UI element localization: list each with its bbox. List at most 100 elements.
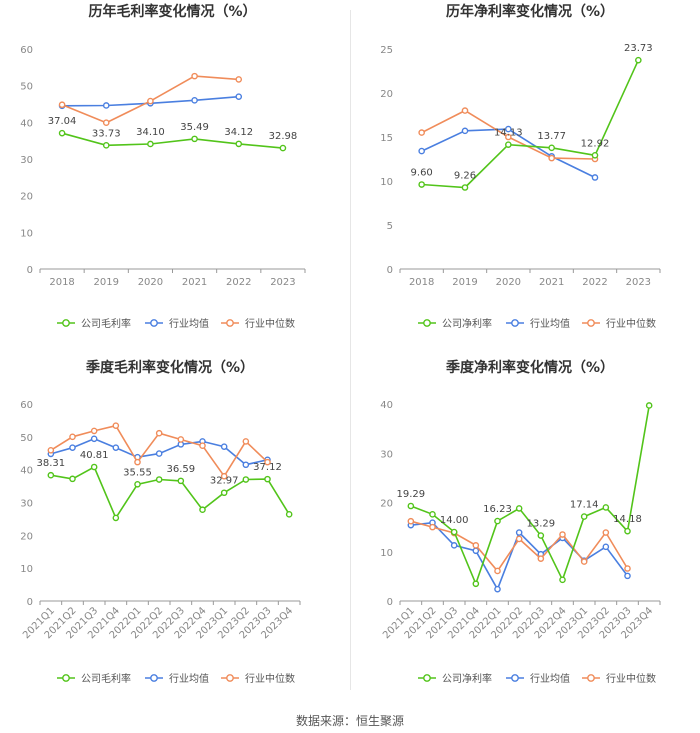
data-point (191, 135, 198, 143)
data-point (450, 542, 458, 549)
data-point (47, 446, 55, 454)
data-label: 16.23 (483, 504, 512, 515)
data-point (155, 476, 163, 483)
series-line (410, 520, 629, 573)
data-point (285, 511, 293, 518)
data-label: 14.13 (494, 128, 523, 139)
y-tick-label: 5 (387, 221, 393, 232)
data-point (134, 480, 141, 488)
data-point (220, 443, 228, 450)
x-tick-label: 2019 (94, 277, 119, 288)
legend-swatch-marker (511, 674, 519, 682)
y-tick-label: 60 (20, 400, 33, 411)
data-point (279, 144, 287, 152)
data-point (472, 547, 480, 555)
y-tick-label: 20 (20, 531, 33, 542)
data-point (112, 444, 120, 451)
y-tick-label: 10 (20, 564, 33, 575)
y-tick-label: 20 (380, 89, 393, 100)
data-point (645, 402, 653, 409)
legend-label: 公司净利率 (442, 317, 492, 330)
x-tick-label: 2020 (138, 277, 163, 288)
legend-label: 行业中位数 (606, 672, 656, 685)
data-point (450, 528, 458, 536)
data-point (112, 422, 120, 429)
data-point (505, 141, 512, 148)
data-point (58, 101, 66, 109)
data-label: 37.04 (48, 116, 77, 127)
legend-swatch-marker (587, 674, 595, 682)
series-line (61, 132, 283, 149)
data-point (559, 576, 566, 584)
data-point (494, 567, 501, 575)
data-label: 17.14 (570, 500, 599, 511)
data-point (537, 555, 545, 562)
data-point (102, 102, 110, 109)
y-tick-label: 40 (20, 118, 33, 129)
data-point (407, 517, 415, 525)
data-label: 12.92 (581, 138, 610, 149)
y-tick-label: 30 (20, 499, 33, 510)
data-point (461, 107, 469, 114)
data-label: 35.55 (123, 467, 152, 478)
data-point (418, 147, 425, 155)
legend-label: 行业均值 (530, 672, 570, 685)
data-point (47, 471, 55, 479)
series-line (421, 59, 640, 189)
y-tick-label: 0 (387, 597, 393, 608)
data-point (580, 513, 588, 520)
legend-swatch-marker (62, 674, 70, 682)
y-tick-label: 0 (27, 265, 33, 276)
x-tick-label: 2023 (626, 277, 651, 288)
x-tick-label: 2022 (226, 277, 251, 288)
x-tick-label: 2019 (452, 277, 477, 288)
data-point (147, 140, 154, 148)
legend-label: 公司净利率 (442, 672, 492, 685)
data-point (90, 427, 98, 435)
y-tick-label: 40 (380, 400, 393, 411)
vertical-divider (350, 10, 351, 690)
data-point (264, 458, 271, 466)
data-point (235, 140, 243, 148)
data-point (112, 514, 120, 522)
data-point (591, 152, 599, 159)
data-point (515, 535, 523, 543)
data-point (494, 517, 501, 525)
legend-swatch-marker (226, 319, 234, 327)
data-point (429, 523, 436, 531)
data-point (242, 476, 250, 483)
data-point (90, 463, 98, 471)
legend-swatch-marker (423, 319, 431, 327)
data-point (429, 511, 436, 518)
data-point (199, 442, 206, 449)
data-label: 36.59 (167, 464, 196, 475)
data-point (177, 477, 185, 485)
chart-title: 历年净利率变化情况（%） (446, 3, 614, 20)
legend-label: 公司毛利率 (81, 672, 131, 685)
data-point (102, 119, 110, 126)
y-tick-label: 0 (387, 265, 393, 276)
x-tick-label: 2023 (270, 277, 295, 288)
data-point (515, 529, 523, 536)
data-point (602, 504, 610, 511)
data-label: 14.00 (440, 515, 469, 526)
data-point (407, 502, 415, 510)
data-point (635, 56, 642, 64)
data-point (548, 144, 555, 152)
legend-label: 行业中位数 (606, 317, 656, 330)
data-point (69, 475, 76, 483)
y-tick-label: 30 (380, 449, 393, 460)
series-line (50, 465, 290, 520)
data-point (461, 127, 469, 135)
data-point (494, 585, 501, 593)
data-label: 19.29 (397, 489, 426, 500)
legend-swatch-marker (587, 319, 595, 327)
data-point (134, 458, 141, 466)
data-point (220, 472, 228, 480)
data-point (58, 129, 66, 137)
data-point (602, 543, 610, 551)
data-label: 9.26 (454, 171, 476, 182)
data-source-note: 数据来源：恒生聚源 (295, 714, 404, 728)
legend-swatch-marker (62, 319, 70, 327)
